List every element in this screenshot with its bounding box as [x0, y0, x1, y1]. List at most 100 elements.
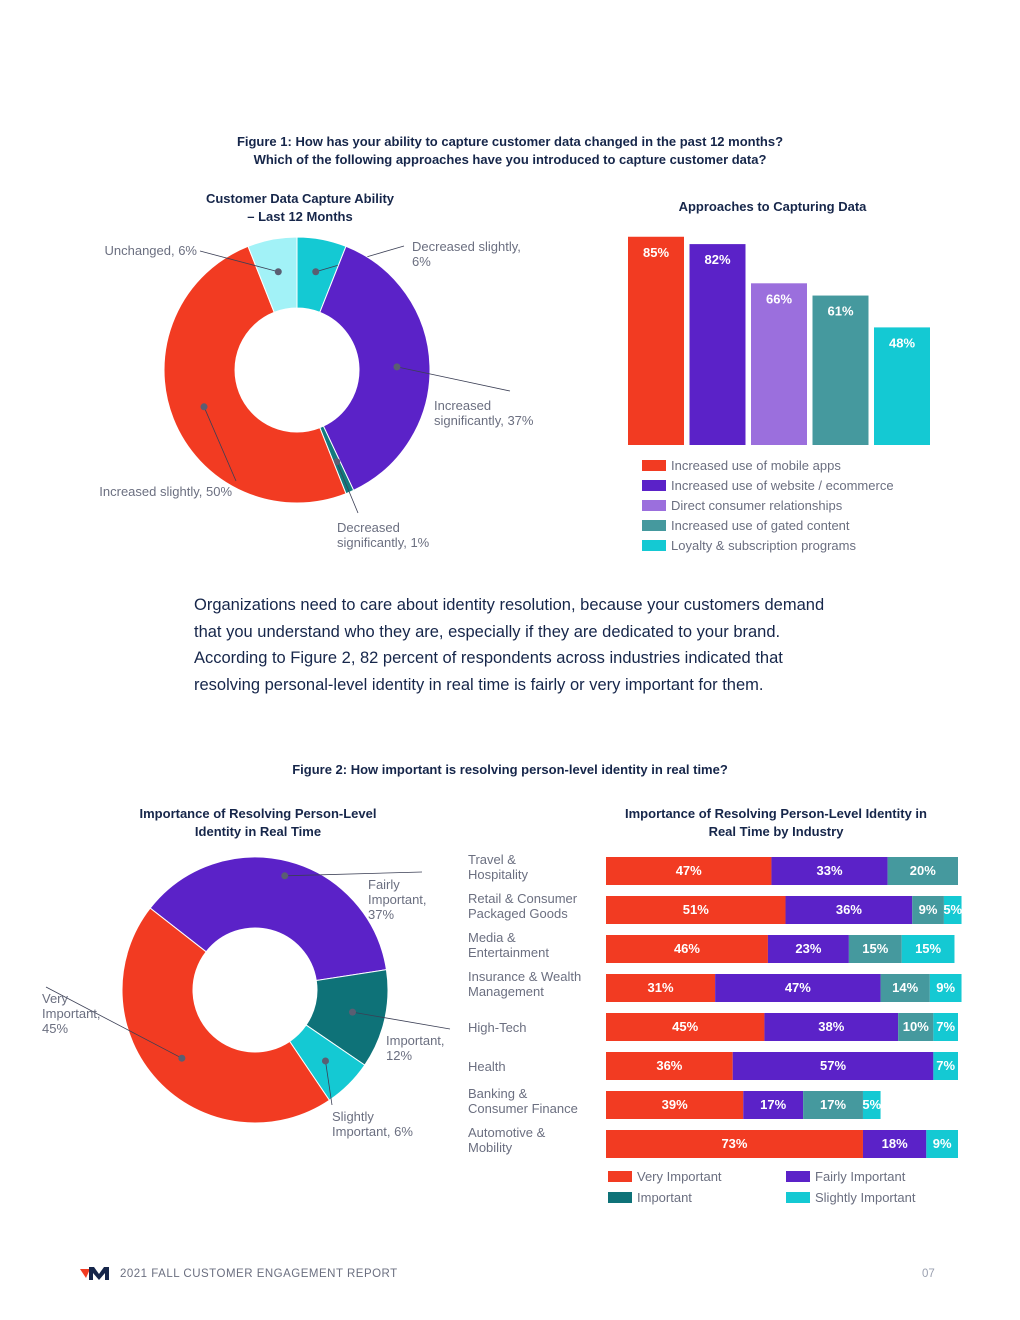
stacked-value-r4-s3: 7% — [936, 1019, 955, 1034]
stacked-value-r3-s3: 9% — [936, 980, 955, 995]
stacked-value-r1-s3: 5% — [943, 902, 962, 917]
stacked-value-r7-s0: 73% — [721, 1136, 747, 1151]
bar-legend-swatch-2 — [642, 500, 666, 511]
stacked-value-r3-s0: 31% — [648, 980, 674, 995]
stacked-bar-r1-s2 — [912, 896, 944, 924]
footer-report-title: 2021 FALL CUSTOMER ENGAGEMENT REPORT — [120, 1268, 398, 1280]
stacked-value-r4-s0: 45% — [672, 1019, 698, 1034]
stacked-bar-r7-s3 — [926, 1130, 958, 1158]
bar-1 — [689, 244, 746, 445]
stacked-value-r6-s3: 5% — [862, 1097, 881, 1112]
stacked-category-label-0: Travel & Hospitality — [468, 852, 528, 882]
bar-legend-label-1: Increased use of website / ecommerce — [671, 478, 894, 493]
stacked-category-label-4: High-Tech — [468, 1020, 527, 1035]
stacked-value-r1-s2: 9% — [919, 902, 938, 917]
donut2-dot-0 — [281, 872, 289, 880]
stacked-value-r0-s1: 33% — [817, 863, 843, 878]
donut2-leader-1 — [352, 1011, 451, 1030]
donut1-label-3: Increased slightly, 50% — [99, 484, 232, 499]
stacked-value-r6-s1: 17% — [760, 1097, 786, 1112]
body-paragraph: Organizations need to care about identit… — [194, 596, 825, 694]
stacked-category-label-1: Retail & Consumer Packaged Goods — [468, 891, 578, 921]
stacked-title: Importance of Resolving Person-Level Ide… — [596, 805, 956, 841]
stacked-value-r0-s2: 20% — [910, 863, 936, 878]
stacked-bar-r1-s3 — [943, 896, 962, 924]
stacked-bar-r0-s2 — [887, 857, 958, 885]
stacked-category-label-5: Health — [468, 1059, 506, 1074]
stacked-value-r5-s1: 57% — [820, 1058, 846, 1073]
stacked-legend-label-0: Very Important — [637, 1169, 722, 1184]
donut2-label-2: Slightly Important, 6% — [332, 1109, 413, 1139]
stacked-value-r2-s1: 23% — [795, 941, 821, 956]
stacked-bar-r0-s1 — [771, 857, 888, 885]
stacked-legend-swatch-1 — [786, 1171, 810, 1182]
company-logo — [80, 1267, 109, 1280]
stacked-bar-r5-s0 — [606, 1052, 733, 1080]
stacked-title-line1: Importance of Resolving Person-Level Ide… — [625, 806, 927, 821]
donut2-leader-2 — [325, 1060, 333, 1106]
donut1-leader-4 — [199, 250, 279, 273]
donut2-dot-2 — [321, 1057, 329, 1065]
figure1-title-line2: Which of the following approaches have y… — [253, 152, 767, 167]
donut1-dot-3 — [200, 403, 208, 411]
stacked-legend-label-2: Important — [637, 1190, 692, 1205]
donut2-leader-0 — [284, 871, 423, 877]
donut2-label-1: Important, 12% — [386, 1033, 445, 1063]
stacked-bar-r1-s0 — [606, 896, 786, 924]
stacked-legend-swatch-2 — [608, 1192, 632, 1203]
bar-0 — [628, 236, 684, 445]
stacked-bar-r7-s0 — [606, 1130, 863, 1158]
stacked-bar-r2-s0 — [606, 935, 768, 963]
donut2-title-line1: Importance of Resolving Person-Level — [139, 806, 377, 821]
stacked-bar-r4-s2 — [898, 1013, 934, 1041]
page-number: 07 — [922, 1268, 935, 1280]
stacked-bar-r4-s1 — [764, 1013, 899, 1041]
stacked-bar-r5-s3 — [933, 1052, 958, 1080]
bar-legend-swatch-0 — [642, 460, 666, 471]
stacked-bar-r3-s3 — [929, 974, 962, 1002]
stacked-bar-r5-s1 — [732, 1052, 934, 1080]
stacked-bar-r6-s3 — [862, 1091, 881, 1119]
stacked-value-r5-s0: 36% — [656, 1058, 682, 1073]
stacked-category-label-2: Media & Entertainment — [468, 930, 549, 960]
stacked-bar-r7-s1 — [862, 1130, 927, 1158]
donut2-title-line2: Identity in Real Time — [194, 824, 322, 839]
donut1-dot-0 — [312, 268, 320, 276]
bar-legend-swatch-1 — [642, 480, 666, 491]
stacked-category-label-6: Banking & Consumer Finance — [468, 1086, 578, 1116]
stacked-value-r4-s2: 10% — [903, 1019, 929, 1034]
stacked-value-r0-s0: 47% — [676, 863, 702, 878]
bar-value-label-4: 48% — [889, 335, 915, 350]
stacked-bar-r3-s2 — [880, 974, 930, 1002]
stacked-bar-r2-s1 — [767, 935, 849, 963]
stacked-bar-r3-s0 — [606, 974, 716, 1002]
donut1-label-2: Decreased significantly, 1% — [337, 520, 430, 550]
donut1-title: Customer Data Capture Ability – Last 12 … — [170, 190, 430, 226]
figure1-title-line1: Figure 1: How has your ability to captur… — [236, 134, 784, 149]
stacked-title-line2: Real Time by Industry — [708, 824, 844, 839]
stacked-value-r4-s1: 38% — [818, 1019, 844, 1034]
stacked-legend-label-1: Fairly Important — [815, 1169, 906, 1184]
stacked-bar-r4-s3 — [933, 1013, 958, 1041]
donut2-label-3: Very Important, 45% — [42, 991, 101, 1036]
bar1-title: Approaches to Capturing Data — [678, 199, 867, 214]
donut1-label-1: Increased significantly, 37% — [434, 398, 534, 428]
donut2-title: Importance of Resolving Person-Level Ide… — [118, 805, 398, 841]
stacked-value-r7-s1: 18% — [882, 1136, 908, 1151]
bar-legend-label-3: Increased use of gated content — [671, 518, 850, 533]
donut2-slice-3 — [121, 907, 331, 1124]
donut1-title-line1: Customer Data Capture Ability — [205, 191, 395, 206]
stacked-category-label-3: Insurance & Wealth Management — [468, 969, 581, 999]
bar-2 — [751, 283, 807, 445]
donut1-label-4: Unchanged, 6% — [104, 243, 197, 258]
bar-legend-label-2: Direct consumer relationships — [671, 498, 843, 513]
stacked-bar-r4-s0 — [606, 1013, 765, 1041]
bar-value-label-3: 61% — [827, 304, 853, 319]
stacked-value-r3-s1: 47% — [785, 980, 811, 995]
donut2-label-0: Fairly Important, 37% — [368, 877, 427, 922]
stacked-bar-r2-s3 — [901, 935, 955, 963]
donut1-title-line2: – Last 12 Months — [247, 209, 353, 224]
donut2-dot-3 — [178, 1054, 186, 1062]
bar-value-label-2: 66% — [766, 291, 792, 306]
